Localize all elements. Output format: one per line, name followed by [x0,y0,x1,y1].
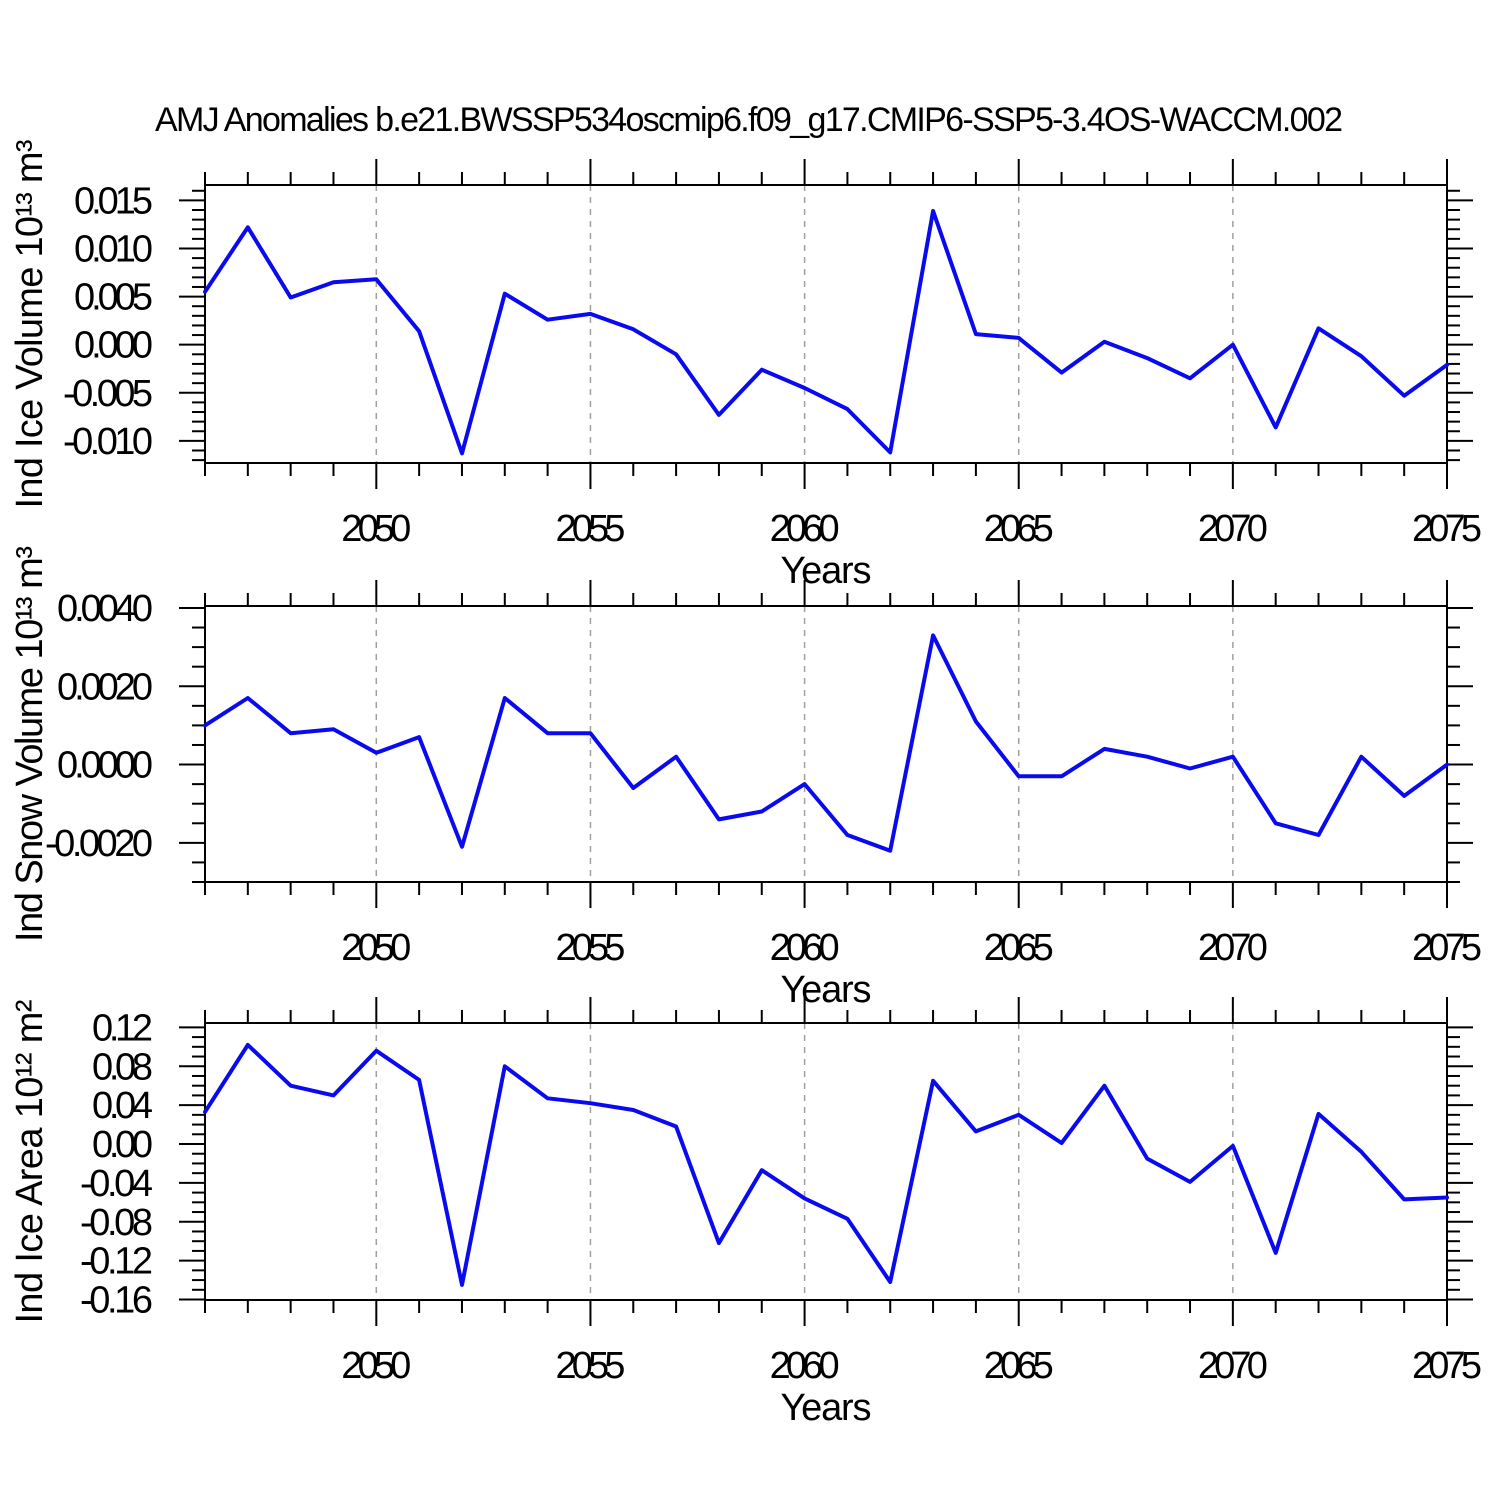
y-tick-label: 0.015 [74,180,153,222]
y-tick-label: 0.08 [92,1046,153,1088]
y-tick-label: 0.0040 [57,588,153,630]
x-tick-label: 2055 [555,508,625,550]
x-tick-label: 2055 [555,1345,625,1387]
y-tick-label: 0.12 [92,1007,153,1049]
x-tick-label: 2075 [1412,927,1482,969]
x-tick-label: 2075 [1412,1345,1482,1387]
x-tick-label: 2060 [770,1345,840,1387]
y-tick-label: 0.04 [92,1085,153,1127]
panels: 2050 2055 2060 2065 2070 2075Years0.0150.0100… [9,140,1482,1430]
y-tick-label: -0.010 [63,421,153,463]
plot-border [204,1022,1448,1301]
y-axis-title: Ind Ice Volume 10¹³ m³ [9,140,51,509]
y-tick-label: 0.0020 [57,666,153,708]
x-tick-label: 2060 [770,927,840,969]
series-line [203,1042,1449,1287]
x-tick-label: 2070 [1198,508,1268,550]
x-tick-label: 2065 [984,508,1054,550]
y-axis-title: Ind Ice Area 10¹² m² [9,1000,51,1324]
figure-title: AMJ Anomalies b.e21.BWSSP534oscmip6.f09_… [155,101,1343,139]
plot-border [204,605,1448,883]
y-tick-label: -0.0020 [45,823,153,865]
axis-ticks [179,159,1473,489]
y-tick-labels: 0.0040 0.0020 0.0000 -0.0020 [45,588,153,865]
series-line [203,209,1449,456]
y-tick-label: 0.00 [92,1124,153,1166]
gridlines [375,606,1234,882]
y-axis-title: Ind Snow Volume 10¹³ m³ [9,546,51,942]
panel-1: 2050 2055 2060 2065 2070 2075Years0.0150.0100… [9,140,1482,593]
x-tick-labels: 2050 2055 2060 2065 2070 2075 [341,508,1482,550]
x-axis-title: Years [781,550,872,592]
y-tick-label: -0.08 [80,1202,153,1244]
x-tick-label: 2055 [555,927,625,969]
y-tick-label: 0.010 [74,228,153,270]
gridlines [375,1023,1234,1300]
y-tick-label: 0.005 [74,277,153,319]
y-tick-label: -0.16 [80,1280,153,1322]
y-tick-label: 0.000 [74,325,153,367]
series-line [203,633,1449,853]
y-tick-label: -0.12 [80,1241,153,1283]
axis-ticks [179,580,1473,908]
y-tick-label: -0.04 [80,1163,153,1205]
x-axis-title: Years [781,969,872,1011]
x-tick-label: 2050 [341,508,411,550]
x-tick-label: 2050 [341,1345,411,1387]
gridlines [375,185,1234,463]
x-tick-label: 2070 [1198,927,1268,969]
x-tick-label: 2065 [984,1345,1054,1387]
x-tick-label: 2065 [984,927,1054,969]
x-tick-label: 2075 [1412,508,1482,550]
x-tick-label: 2050 [341,927,411,969]
panel-3: 2050 2055 2060 2065 2070 2075Years0.120.080.0… [9,997,1482,1429]
axis-ticks [179,997,1473,1326]
x-tick-label: 2070 [1198,1345,1268,1387]
panel-2: 2050 2055 2060 2065 2070 2075 Years 0.0040 0.002… [9,546,1482,1011]
y-tick-label: 0.0000 [57,745,153,787]
x-tick-label: 2060 [770,508,840,550]
plot-border [204,184,1448,464]
x-axis-title: Years [781,1387,872,1429]
y-tick-label: -0.005 [63,373,153,415]
x-tick-labels: 2050 2055 2060 2065 2070 2075 [341,927,1482,969]
x-tick-labels: 2050 2055 2060 2065 2070 2075 [341,1345,1482,1387]
y-tick-labels: 0.120.080.040.00-0.04-0.08-0.12-0.16 [80,1007,153,1321]
y-tick-labels: 0.015 0.010 0.005 0.000 -0.005 -0.010 [63,180,153,462]
